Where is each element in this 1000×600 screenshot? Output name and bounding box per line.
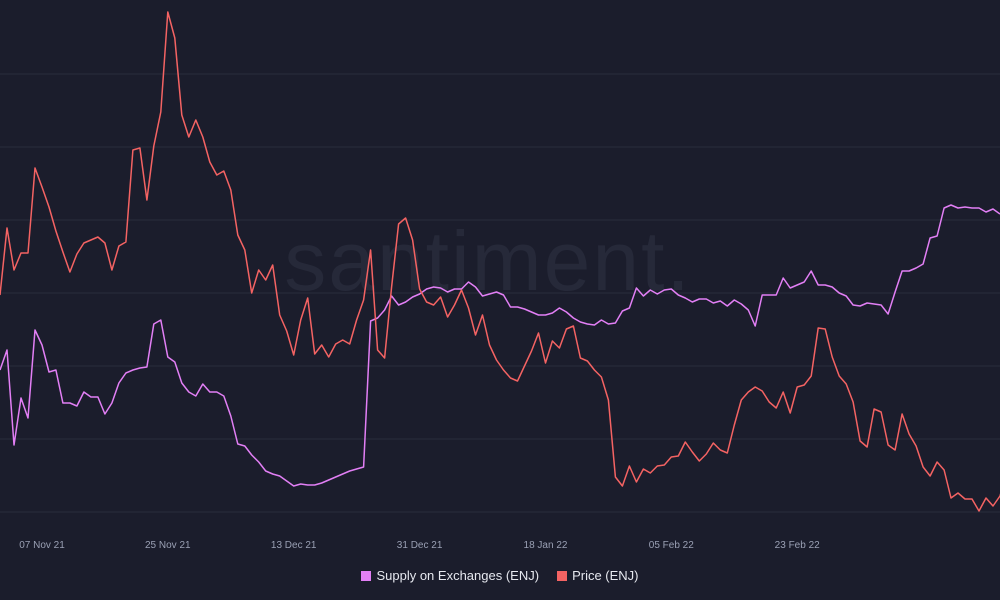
legend-swatch-supply bbox=[361, 570, 372, 581]
x-tick-label: 07 Nov 21 bbox=[19, 540, 65, 551]
legend-label-supply: Supply on Exchanges (ENJ) bbox=[376, 568, 540, 583]
x-tick-label: 25 Nov 21 bbox=[145, 540, 191, 551]
legend-label-price: Price (ENJ) bbox=[572, 568, 639, 583]
legend-item-supply[interactable]: Supply on Exchanges (ENJ) bbox=[361, 568, 539, 583]
x-tick-label: 18 Jan 22 bbox=[524, 540, 568, 551]
x-tick-label: 31 Dec 21 bbox=[397, 540, 443, 551]
series-line-supply bbox=[0, 204, 1000, 487]
x-tick-label: 05 Feb 22 bbox=[649, 540, 694, 551]
series-layer bbox=[0, 11, 1000, 512]
x-axis-ticks: 07 Nov 21 25 Nov 21 13 Dec 21 31 Dec 21 18 J… bbox=[19, 540, 820, 551]
x-tick-label: 13 Dec 21 bbox=[271, 540, 317, 551]
legend-item-price[interactable]: Price (ENJ) bbox=[557, 568, 639, 583]
series-line-price bbox=[0, 11, 1000, 512]
watermark-text: santiment. bbox=[284, 214, 692, 308]
legend: Supply on Exchanges (ENJ) Price (ENJ) bbox=[0, 568, 1000, 583]
legend-swatch-price bbox=[557, 570, 568, 581]
chart-plot: santiment. 07 Nov 21 25 Nov 21 13 Dec 21 31… bbox=[0, 11, 1000, 551]
x-tick-label: 23 Feb 22 bbox=[775, 540, 820, 551]
